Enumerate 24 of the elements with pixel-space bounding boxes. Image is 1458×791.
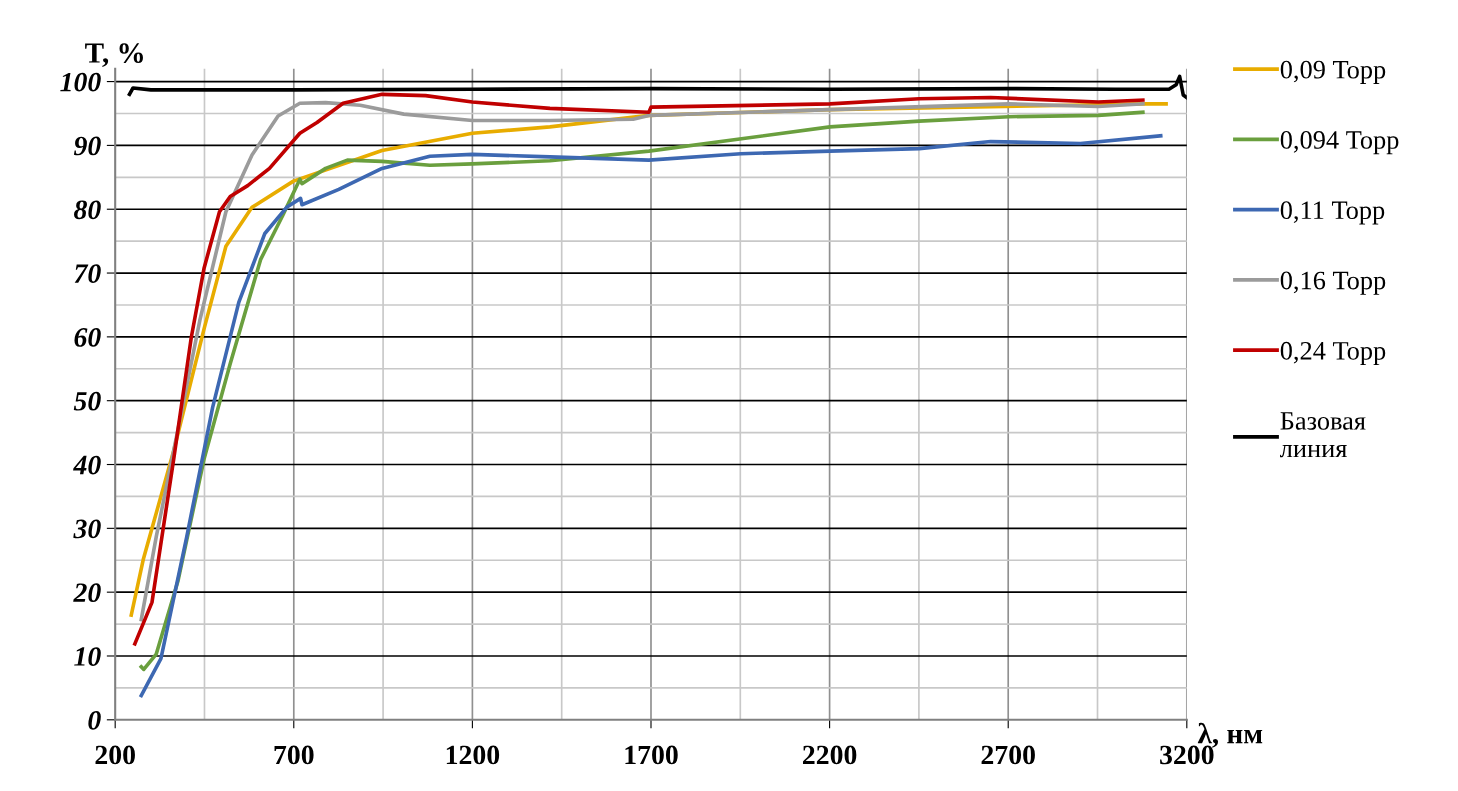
y-tick-label: 50 xyxy=(73,391,101,411)
y-tick-label: 80 xyxy=(74,200,101,220)
x-tick-label: 2200 xyxy=(802,745,857,765)
y-tick-label: 30 xyxy=(73,519,101,539)
legend-label: Базовая линия xyxy=(1280,412,1366,458)
y-axis-title: T, % xyxy=(85,43,143,68)
x-tick-label: 2700 xyxy=(981,745,1035,765)
legend-label: 0,094 Торр xyxy=(1280,131,1399,155)
legend-label: 0,11 Торр xyxy=(1280,201,1385,225)
x-tick-label: 1200 xyxy=(446,745,500,765)
legend-label: 0,09 Торр xyxy=(1280,60,1386,84)
y-tick-label: 20 xyxy=(73,583,101,603)
y-tick-label: 40 xyxy=(73,455,101,475)
legend-label: 0,16 Торр xyxy=(1280,271,1386,295)
x-tick-label: 200 xyxy=(95,745,135,765)
y-tick-label: 100 xyxy=(60,72,101,92)
y-tick-label: 10 xyxy=(74,647,101,666)
y-tick-label: 90 xyxy=(73,136,101,156)
y-tick-label: 60 xyxy=(74,328,101,347)
x-tick-label: 700 xyxy=(274,745,314,765)
legend-label: 0,24 Торр xyxy=(1280,341,1386,366)
y-tick-label: 70 xyxy=(74,264,101,283)
x-tick-label: 1700 xyxy=(625,745,678,765)
y-tick-label: 0 xyxy=(88,710,101,730)
